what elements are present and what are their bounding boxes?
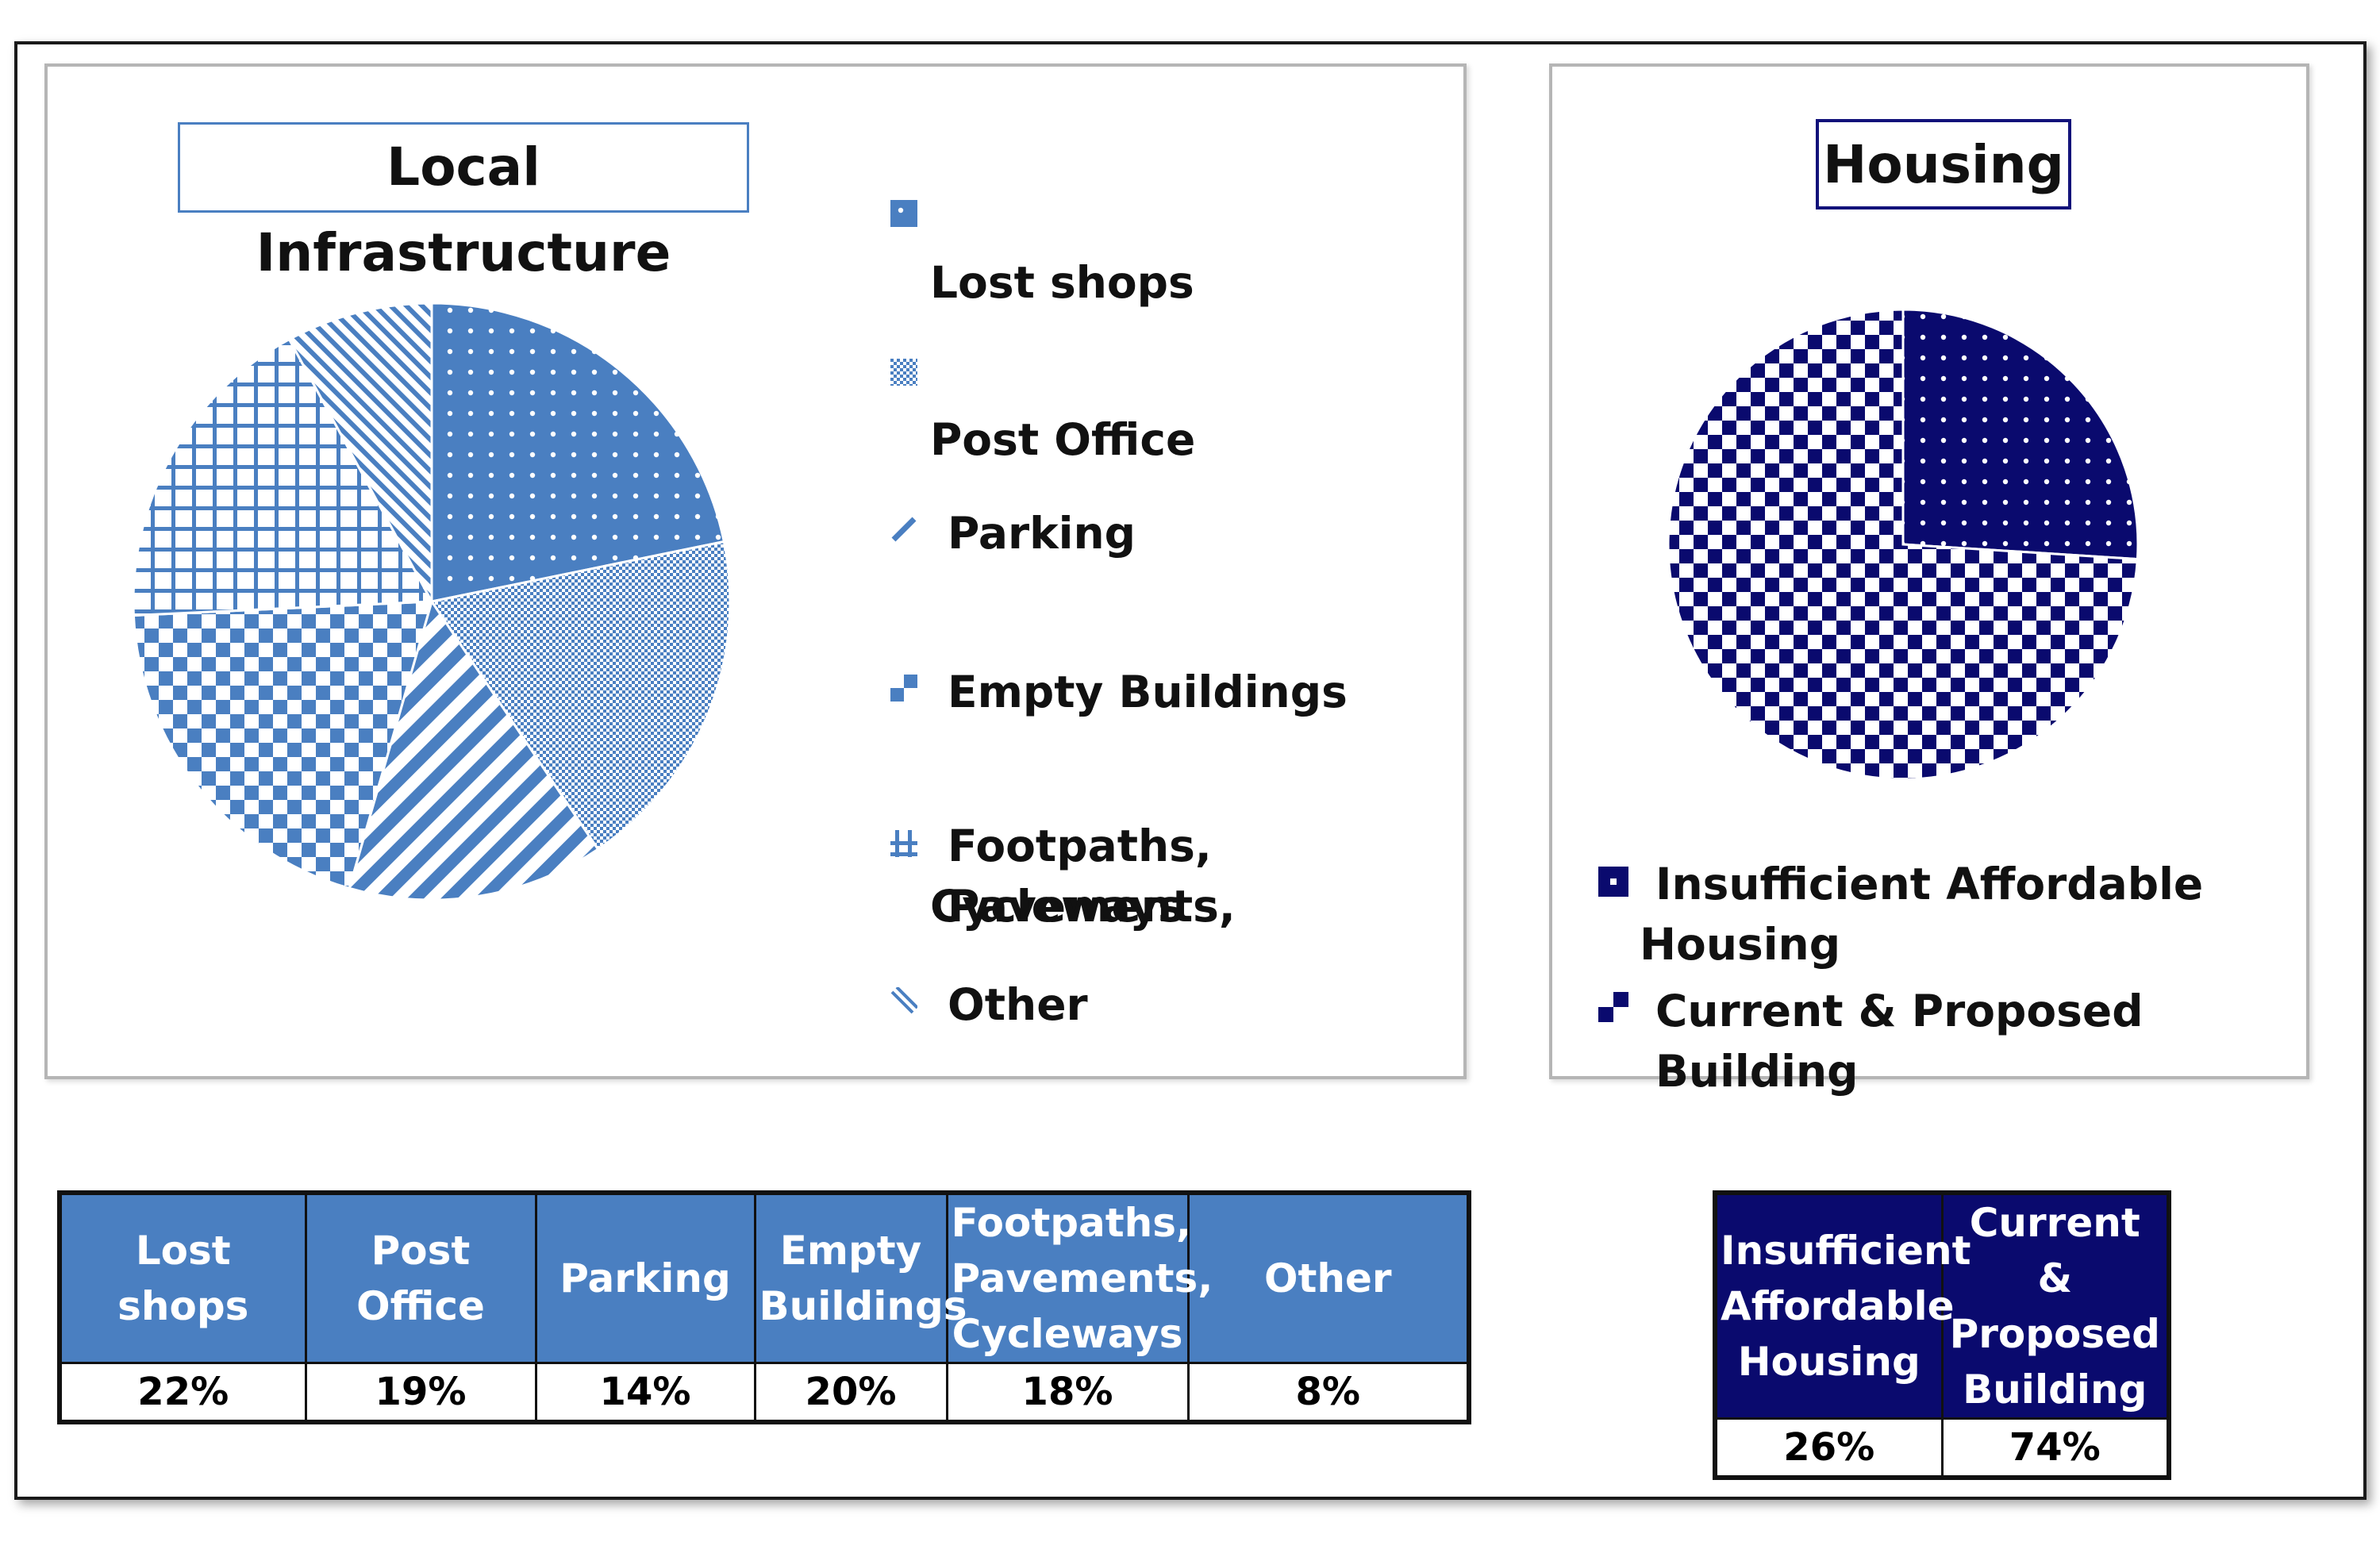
table-cell: 19% [304, 1362, 537, 1424]
pie-slice-footpaths-pavements-cycleways [132, 337, 434, 617]
housing-data-table: Insufficient Affordable Housing Current & P… [1713, 1190, 2171, 1480]
pie-slice-post-office [429, 540, 732, 851]
grid-icon [890, 830, 917, 857]
housing-chart-panel: Housing Insufficient Affordable Housing … [1549, 63, 2309, 1097]
table-header-cell: Other [1186, 1191, 1471, 1364]
table-header-row: Insufficient Affordable Housing Current & P… [1713, 1191, 2170, 1420]
legend-empty-buildings: Empty Buildings [948, 667, 1348, 717]
table-cell: 26% [1713, 1417, 1944, 1479]
table-header-cell: Empty Buildings [753, 1191, 967, 1364]
pie-slice-insufficient-affordable-housing [1901, 308, 2140, 561]
fine-grid-icon [890, 359, 917, 386]
table-header-cell: Footpaths, Pavements, Cycleways [945, 1191, 1213, 1364]
legend-footpaths-line1: Footpaths, Pavements, [948, 821, 1236, 932]
pie-slice-empty-buildings [132, 600, 434, 890]
legend-post-office: Post Office [930, 414, 1196, 465]
table-cell: 14% [534, 1362, 756, 1424]
table-cell: 20% [753, 1362, 948, 1424]
legend-lost-shops: Lost shops [930, 257, 1194, 308]
legend-current-proposed: Current & Proposed Building [1655, 986, 2144, 1097]
legend-insufficient-line2: Housing [1640, 919, 1841, 970]
housing-chart-title: Housing [1816, 119, 2071, 210]
table-cell: 22% [58, 1362, 307, 1424]
checker-icon [890, 675, 917, 702]
pie-slice-current-proposed-building [1667, 308, 2140, 781]
legend-footpaths-line2: Cycleways [930, 881, 1184, 932]
housing-pie-chart [1667, 308, 2140, 781]
back-diagonal-icon [890, 987, 917, 1014]
table-header-row: Lost shops Post Office Parking Empty Buil… [58, 1191, 1471, 1364]
infrastructure-pie-chart [132, 302, 732, 901]
table-header-cell: Insufficient Affordable Housing [1713, 1191, 1971, 1420]
infrastructure-chart-title: Local Infrastructure [178, 122, 749, 283]
table-header-cell: Parking [534, 1191, 756, 1364]
checker-icon [1598, 992, 1628, 1022]
table-cell: 18% [945, 1362, 1190, 1424]
legend-parking: Parking [948, 508, 1136, 559]
table-header-cell: Current & Proposed Building [1940, 1191, 2170, 1420]
table-header-cell: Post Office [304, 1191, 537, 1364]
infrastructure-chart-panel: Local Infrastructure Lost shops Post Off… [44, 63, 1467, 1079]
pie-slice-lost-shops [430, 302, 726, 603]
legend-insufficient-line1: Insufficient Affordable [1655, 859, 2204, 909]
dots-icon [1598, 867, 1628, 897]
table-header-cell: Lost shops [58, 1191, 307, 1364]
infrastructure-data-table: Lost shops Post Office Parking Empty Buil… [57, 1190, 1471, 1424]
table-row: 26% 74% [1713, 1417, 2170, 1479]
dots-icon [890, 200, 917, 227]
table-cell: 74% [1940, 1417, 2170, 1479]
table-cell: 8% [1186, 1362, 1471, 1424]
legend-other: Other [948, 979, 1088, 1030]
table-row: 22% 19% 14% 20% 18% 8% [58, 1362, 1471, 1424]
diagonal-stripes-icon [891, 517, 917, 542]
pie-slice-other [287, 302, 433, 602]
